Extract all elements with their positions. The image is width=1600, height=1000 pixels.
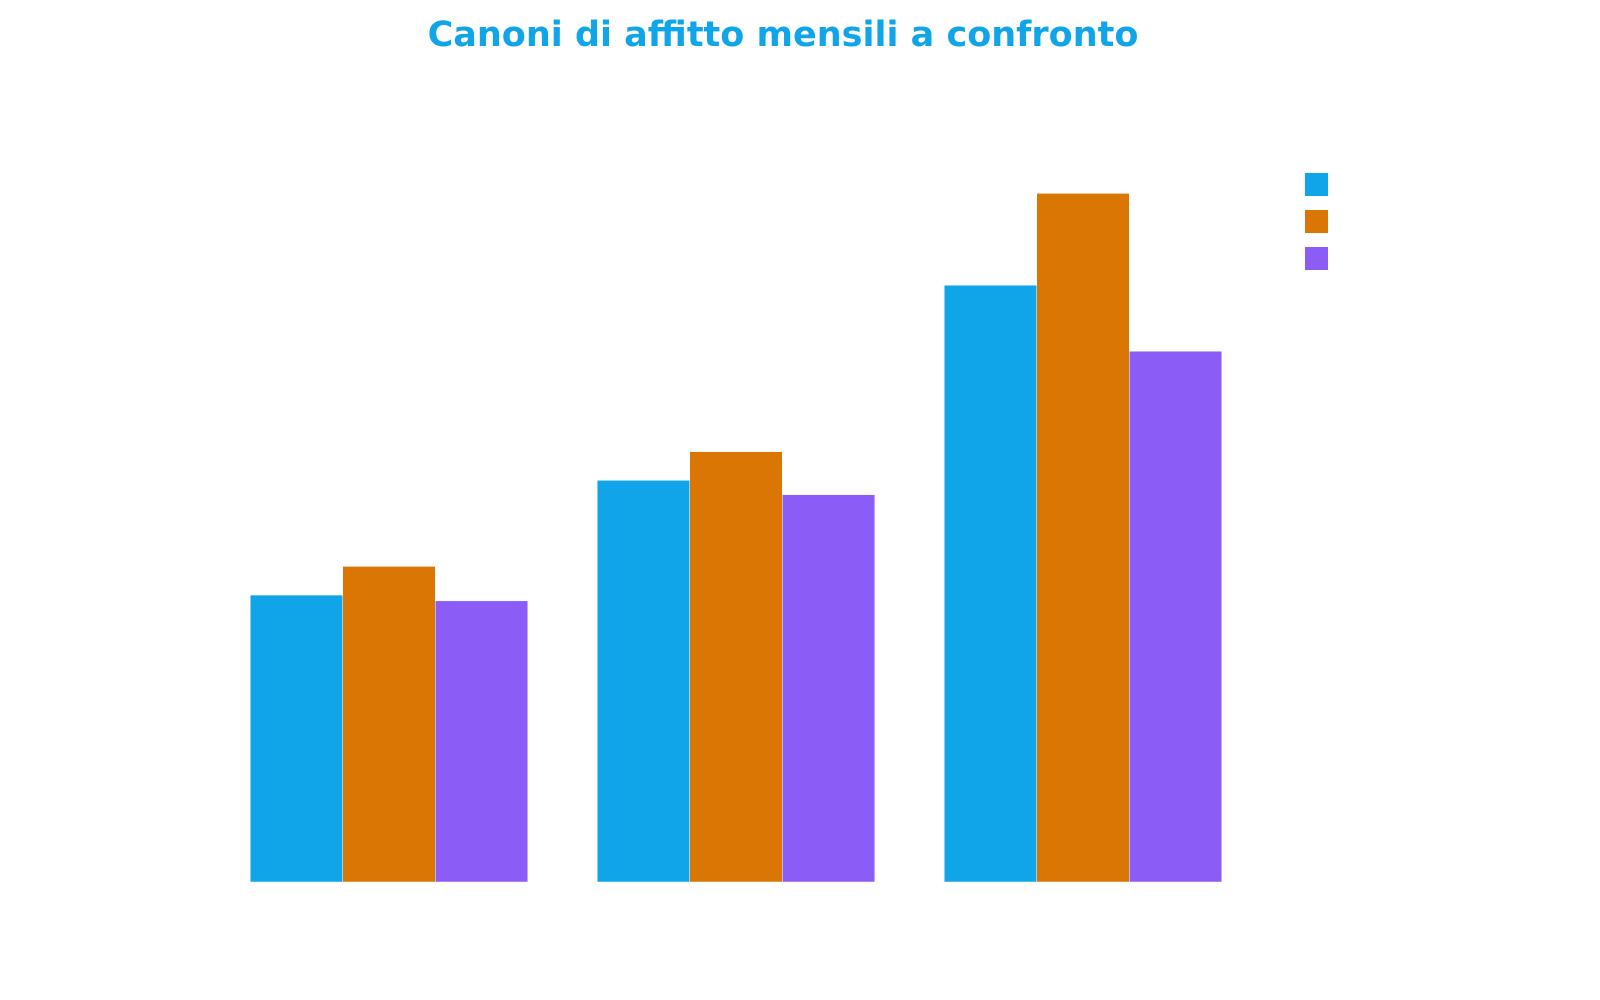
legend-swatch <box>1305 210 1328 233</box>
bar <box>435 600 529 883</box>
bar <box>689 451 783 883</box>
chart-title: Canoni di affitto mensili a confronto <box>428 15 1139 55</box>
bar <box>943 284 1037 883</box>
bar <box>249 594 343 883</box>
legend-swatch <box>1305 247 1328 270</box>
bar <box>782 494 876 883</box>
bar <box>596 480 690 883</box>
legend-swatch <box>1305 173 1328 196</box>
bar <box>342 566 436 883</box>
bar <box>1036 193 1130 883</box>
bar <box>1129 350 1223 883</box>
